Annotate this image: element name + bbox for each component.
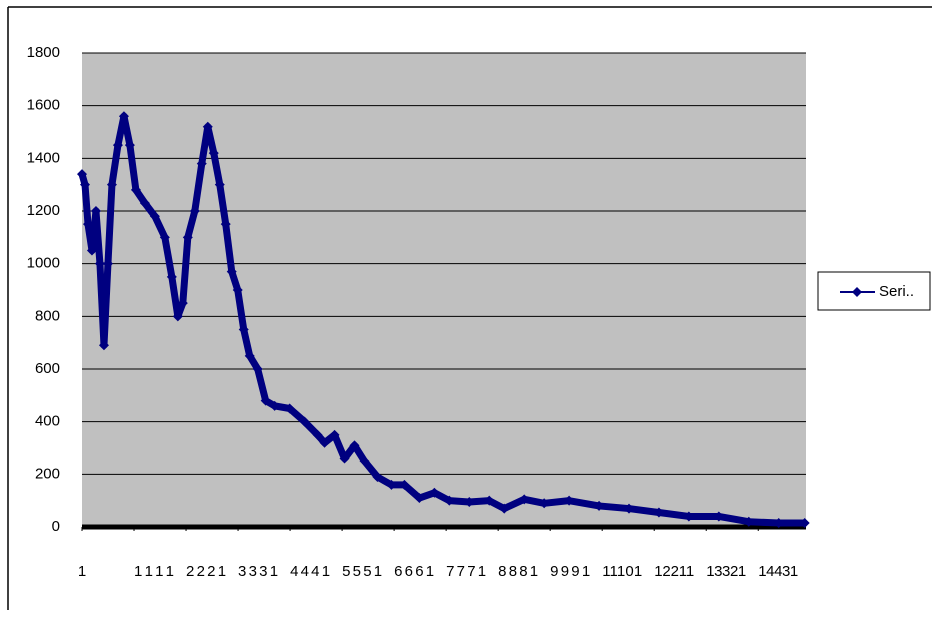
marker bbox=[539, 498, 550, 509]
marker bbox=[299, 416, 310, 427]
marker bbox=[623, 503, 634, 514]
marker bbox=[359, 456, 370, 467]
marker bbox=[124, 140, 135, 151]
x-tick-label: 1 bbox=[78, 563, 86, 580]
marker bbox=[386, 479, 397, 490]
marker bbox=[86, 245, 97, 256]
y-tick-label: 1000 bbox=[27, 255, 60, 272]
marker bbox=[464, 496, 475, 507]
y-tick-label: 600 bbox=[35, 360, 60, 377]
marker bbox=[94, 258, 105, 269]
y-tick-label: 1800 bbox=[27, 44, 60, 61]
marker bbox=[429, 487, 440, 498]
marker bbox=[484, 495, 495, 506]
marker bbox=[414, 493, 425, 504]
x-tick-label: 7771 bbox=[446, 563, 486, 580]
marker bbox=[106, 179, 117, 190]
marker bbox=[244, 350, 255, 361]
x-tick-label: 12211 bbox=[654, 563, 694, 580]
marker bbox=[713, 511, 724, 522]
x-tick-label: 8881 bbox=[498, 563, 538, 580]
y-tick-label: 800 bbox=[35, 307, 60, 324]
marker bbox=[444, 495, 455, 506]
marker bbox=[594, 500, 605, 511]
marker bbox=[653, 507, 664, 518]
marker bbox=[226, 266, 237, 277]
marker bbox=[284, 403, 295, 414]
legend-marker bbox=[852, 287, 862, 297]
marker bbox=[189, 206, 200, 216]
x-tick-label: 1111 bbox=[134, 563, 174, 580]
marker bbox=[149, 211, 160, 222]
y-tick-label: 1200 bbox=[27, 202, 60, 219]
y-tick-label: 200 bbox=[35, 465, 60, 482]
marker bbox=[269, 400, 280, 411]
x-tick-label: 4441 bbox=[290, 563, 330, 580]
x-tick-label: 9991 bbox=[550, 563, 590, 580]
legend-label: Seri.. bbox=[879, 283, 914, 300]
marker bbox=[182, 232, 193, 243]
x-tick-label: 14431 bbox=[758, 563, 798, 580]
marker bbox=[519, 494, 530, 505]
marker bbox=[564, 495, 575, 506]
marker bbox=[102, 258, 113, 269]
marker bbox=[82, 219, 93, 230]
y-tick-label: 1600 bbox=[27, 97, 60, 114]
marker bbox=[202, 121, 213, 132]
x-tick-label: 13321 bbox=[706, 563, 746, 580]
marker bbox=[349, 440, 360, 451]
marker bbox=[130, 184, 141, 195]
marker bbox=[329, 429, 340, 440]
plot-area bbox=[82, 53, 806, 527]
x-tick-label: 6661 bbox=[394, 563, 434, 580]
marker bbox=[238, 324, 249, 335]
y-tick-label: 1400 bbox=[27, 149, 60, 166]
marker bbox=[112, 140, 123, 151]
marker bbox=[499, 503, 510, 514]
marker bbox=[208, 148, 219, 159]
marker bbox=[118, 111, 129, 122]
marker bbox=[214, 179, 225, 190]
marker bbox=[252, 364, 263, 374]
marker bbox=[139, 198, 150, 209]
marker bbox=[683, 511, 694, 522]
y-tick-label: 400 bbox=[35, 413, 60, 430]
marker bbox=[77, 169, 87, 180]
marker bbox=[312, 429, 323, 440]
x-tick-label: 2221 bbox=[186, 563, 226, 580]
x-tick-label: 5551 bbox=[342, 563, 382, 580]
marker bbox=[372, 471, 383, 482]
marker bbox=[232, 285, 243, 295]
marker bbox=[98, 340, 109, 351]
marker bbox=[172, 311, 183, 322]
marker bbox=[220, 219, 231, 230]
marker bbox=[196, 158, 207, 169]
marker bbox=[773, 518, 784, 529]
x-tick-label: 3331 bbox=[238, 563, 278, 580]
marker bbox=[399, 479, 410, 490]
marker bbox=[743, 516, 754, 527]
marker bbox=[177, 298, 188, 309]
x-tick-label: 11101 bbox=[602, 563, 642, 580]
marker bbox=[90, 206, 101, 216]
marker bbox=[166, 271, 177, 282]
marker bbox=[260, 395, 271, 406]
marker bbox=[159, 232, 170, 243]
y-tick-label: 0 bbox=[52, 518, 60, 535]
marker bbox=[79, 179, 90, 190]
marker bbox=[799, 518, 810, 529]
marker bbox=[319, 437, 330, 448]
marker bbox=[339, 453, 350, 464]
